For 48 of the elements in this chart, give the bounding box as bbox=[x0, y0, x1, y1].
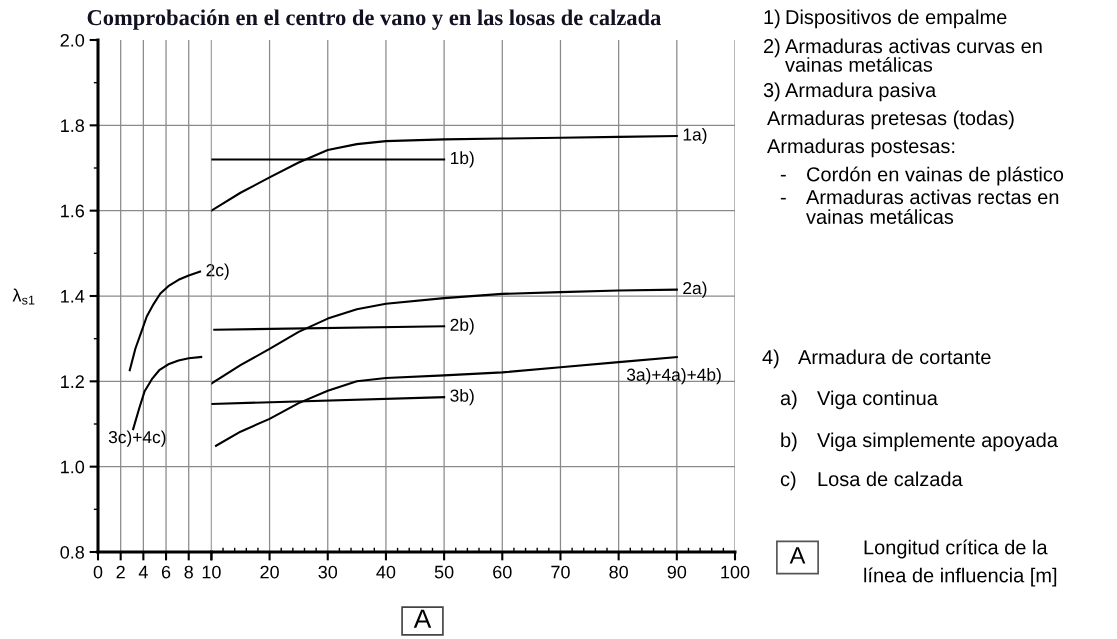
x-tick-label: 100 bbox=[721, 565, 750, 579]
series-label: 3b) bbox=[450, 389, 474, 406]
text: Armaduras pretesas (todas) bbox=[767, 110, 1014, 130]
text: 1) Dispositivos de empalme bbox=[764, 9, 1007, 29]
text: 3) Armadura pasiva bbox=[763, 82, 937, 102]
x-tick-label: 80 bbox=[609, 565, 628, 579]
text: A bbox=[789, 547, 806, 564]
y-axis-title: λ$_{s1}$ bbox=[12, 288, 35, 305]
x-tick-label: 20 bbox=[260, 565, 279, 579]
x-tick-label: 70 bbox=[551, 565, 570, 579]
text: - Armaduras activas rectas en vainas metálicas bbox=[780, 189, 1059, 224]
series-label: 2c) bbox=[206, 263, 229, 280]
text: Comprobación en el centro de vano y en las losas de calzada bbox=[87, 9, 661, 30]
x-axis-title: A bbox=[413, 609, 432, 628]
y-tick-label: 2.0 bbox=[60, 33, 85, 47]
line-series bbox=[128, 270, 202, 372]
series-label: 2b) bbox=[450, 318, 474, 335]
series-label: 1b) bbox=[450, 151, 474, 168]
y-tick-label: 0.8 bbox=[60, 545, 85, 559]
series-label: 2a) bbox=[683, 281, 707, 298]
series-label: 3a)+4a)+4b) bbox=[626, 368, 721, 385]
x-tick-label: 0 bbox=[93, 565, 103, 579]
series-label: 3c)+4c) bbox=[108, 430, 166, 447]
y-tick-label: 1.8 bbox=[61, 119, 85, 133]
x-tick-label: 8 bbox=[184, 565, 193, 579]
text: 4) Armadura de cortante bbox=[762, 349, 991, 369]
text: - Cordón en vainas de plástico bbox=[780, 166, 1064, 186]
x-tick-label: 50 bbox=[434, 565, 454, 579]
x-tick-label: 60 bbox=[493, 565, 512, 579]
line-series bbox=[132, 355, 203, 431]
x-tick-label: 30 bbox=[318, 565, 338, 579]
text: b) Viga simplemente apoyada bbox=[781, 432, 1058, 452]
text: 2) Armaduras activas curvas en vainas metálicas bbox=[764, 38, 1042, 72]
series-label: 1a) bbox=[683, 127, 707, 145]
x-tick-label: 40 bbox=[376, 565, 396, 579]
x-tick-label: 6 bbox=[161, 565, 171, 579]
y-tick-label: 1.2 bbox=[61, 375, 84, 388]
x-tick-label: 2 bbox=[116, 565, 125, 579]
text: a) Viga continua bbox=[780, 390, 938, 410]
x-tick-label: 4 bbox=[138, 565, 148, 579]
text: Longitud crítica de la línea de influencia [m] bbox=[864, 539, 1057, 587]
y-tick-label: 1.6 bbox=[61, 204, 85, 218]
x-tick-label: 10 bbox=[202, 565, 221, 579]
y-tick-label: 1.0 bbox=[61, 460, 85, 474]
text: Armaduras postesas: bbox=[767, 138, 955, 158]
y-tick-label: 1.4 bbox=[61, 290, 85, 303]
text: c) Losa de calzada bbox=[780, 471, 963, 491]
x-tick-label: 90 bbox=[667, 565, 687, 579]
